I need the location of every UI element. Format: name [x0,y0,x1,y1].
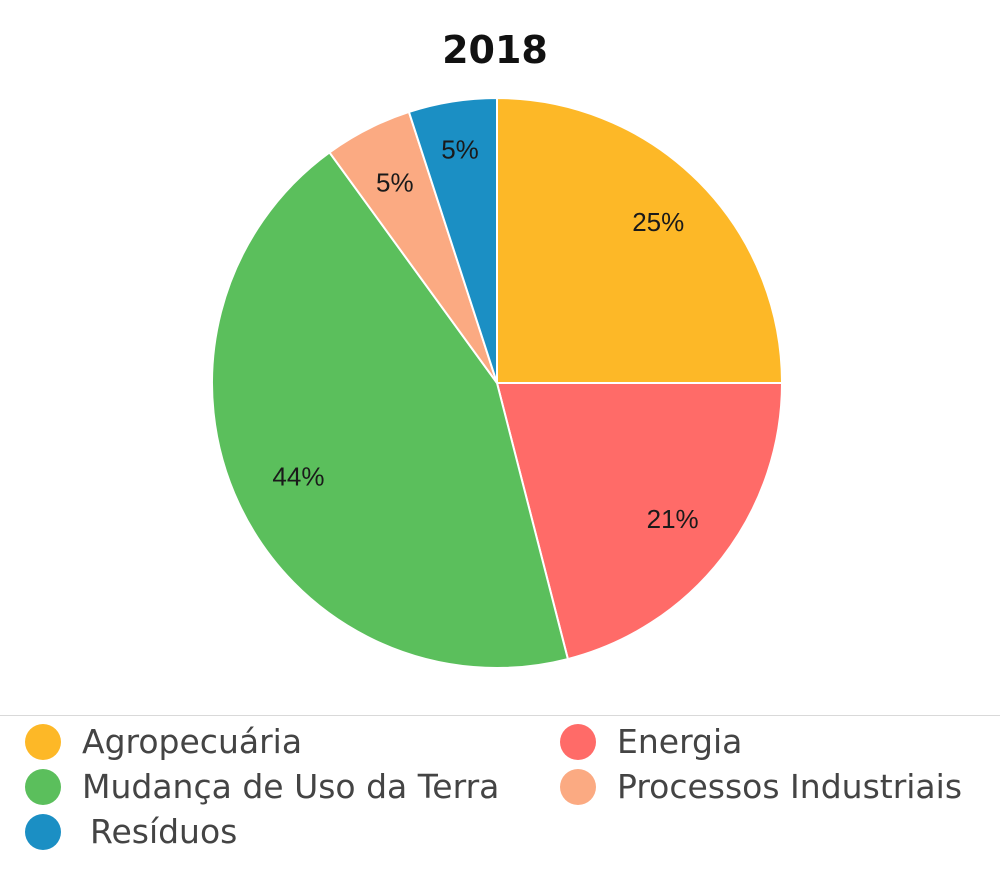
legend-label-agropecuaria: Agropecuária [82,722,303,761]
pie-slice-agropecuaria[interactable] [496,96,784,384]
legend-label-residuos: Resíduos [90,812,238,851]
legend-swatch-processos-industriais [560,769,596,805]
chart-title: 2018 [442,28,548,72]
legend-swatch-energia [560,724,596,760]
legend-label-mudanca-uso-terra: Mudança de Uso da Terra [82,767,500,806]
legend-swatch-agropecuaria [25,724,61,760]
pie-label-mudanca-uso-terra: 44% [272,461,324,491]
pie-label-residuos: 5% [441,134,479,164]
legend-divider [0,715,1000,716]
pie-label-processos-industriais: 5% [376,167,414,197]
pie-chart: 25% 21% 44% 5% 5% [211,96,784,669]
pie-slice-residuos[interactable] [407,96,498,384]
pie-label-agropecuaria: 25% [632,207,684,237]
pie-slice-mudanca-uso-terra[interactable] [211,151,570,669]
legend-swatch-mudanca-uso-terra [25,769,61,805]
pie-slice-energia[interactable] [495,382,784,661]
pie-label-energia: 21% [647,504,699,534]
legend-label-processos-industriais: Processos Industriais [617,767,963,806]
legend-swatch-residuos [25,814,61,850]
legend-label-energia: Energia [617,722,743,761]
